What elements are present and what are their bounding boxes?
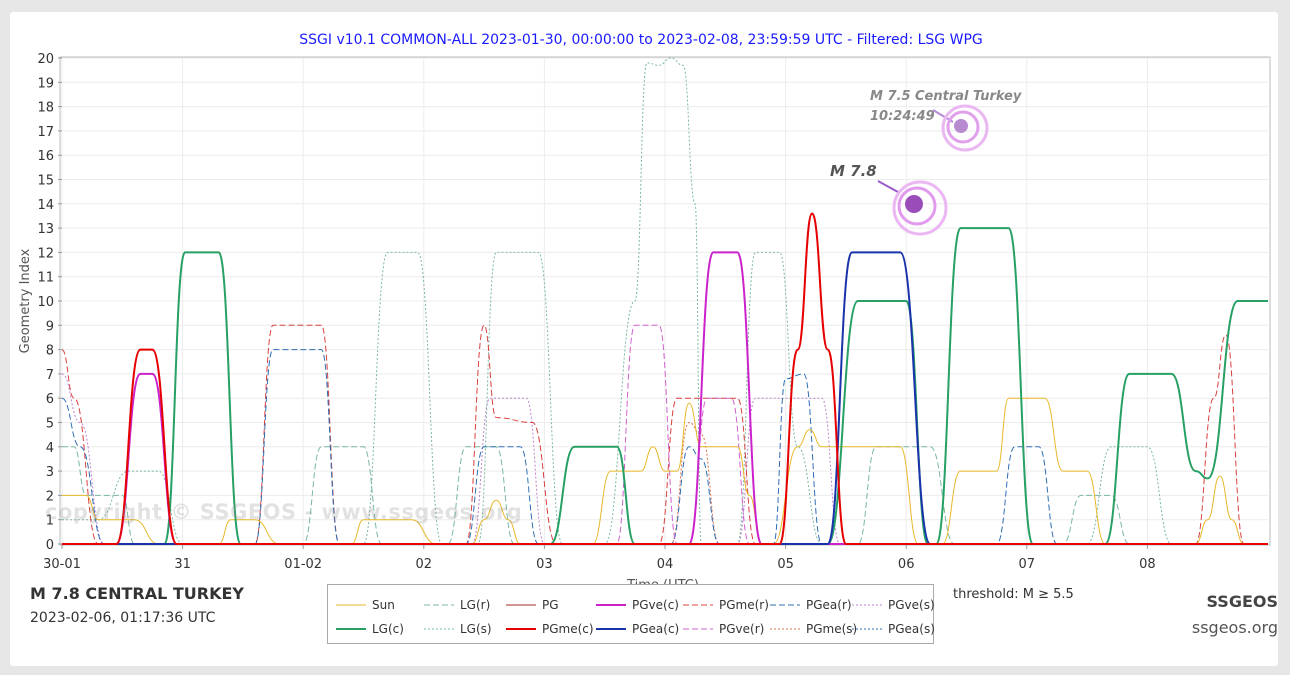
x-tick-label: 01-02 <box>284 557 322 572</box>
y-tick-label: 4 <box>46 441 54 456</box>
chart-title: SSGI v10.1 COMMON-ALL 2023-01-30, 00:00:… <box>299 32 982 48</box>
legend-swatch <box>770 604 800 606</box>
legend-label: PGve(r) <box>719 622 765 636</box>
threshold-text: threshold: M ≥ 5.5 <box>953 587 1074 602</box>
legend-item: PGme(s) <box>770 620 857 638</box>
legend-swatch <box>683 604 713 606</box>
legend-item: PGme(r) <box>683 596 769 614</box>
y-tick-label: 7 <box>46 368 54 383</box>
y-tick-label: 20 <box>37 52 54 67</box>
legend-swatch <box>424 628 454 630</box>
event-time: 2023-02-06, 01:17:36 UTC <box>30 610 216 626</box>
ripple-icon <box>941 104 989 152</box>
y-tick-label: 2 <box>46 489 54 504</box>
legend-item: PGme(c) <box>506 620 594 638</box>
y-tick-label: 17 <box>37 125 54 140</box>
y-tick-label: 16 <box>37 149 54 164</box>
y-axis-label: Geometry Index <box>18 248 33 353</box>
legend-item: LG(c) <box>336 620 404 638</box>
chart-legend: Sun LG(r) PG PGve(c) PGme(r) PGea(r) PGve(s) LG… <box>327 584 935 644</box>
series-lines <box>61 57 1268 546</box>
y-tick-label: 5 <box>46 417 54 432</box>
x-tick-label: 08 <box>1139 557 1156 572</box>
y-tick-label: 15 <box>37 174 54 189</box>
quake-marker-m75: M 7.5 Central Turkey 10:24:49 <box>870 89 1022 152</box>
y-tick-label: 9 <box>46 319 54 334</box>
y-tick-label: 0 <box>46 538 54 553</box>
legend-label: LG(r) <box>460 598 491 612</box>
legend-label: LG(c) <box>372 622 404 636</box>
site-url: ssgeos.org <box>1191 618 1278 637</box>
y-tick-label: 12 <box>37 246 54 261</box>
y-tick-label: 8 <box>46 344 54 359</box>
chart-card <box>10 12 1278 666</box>
legend-swatch <box>336 628 366 630</box>
legend-label: PGea(s) <box>888 622 935 636</box>
series-line-pgea-r- <box>61 349 1268 545</box>
legend-item: LG(s) <box>424 620 492 638</box>
y-tick-label: 19 <box>37 76 54 91</box>
legend-label: PGve(s) <box>888 598 935 612</box>
x-tick-label: 05 <box>777 557 794 572</box>
watermark-text: copyright © SSGEOS - www.ssgeos.org <box>45 500 523 524</box>
legend-label: PGme(r) <box>719 598 769 612</box>
legend-label: LG(s) <box>460 622 492 636</box>
y-tick-label: 6 <box>46 392 54 407</box>
legend-label: PGve(c) <box>632 598 679 612</box>
legend-item: PGea(c) <box>596 620 679 638</box>
legend-swatch <box>424 604 454 606</box>
legend-item: PGve(s) <box>852 596 935 614</box>
legend-swatch <box>506 628 536 630</box>
x-tick-label: 04 <box>657 557 674 572</box>
y-tick-label: 18 <box>37 101 54 116</box>
geometry-index-chart: SSGI v10.1 COMMON-ALL 2023-01-30, 00:00:… <box>18 32 1271 593</box>
legend-item: PGea(r) <box>770 596 852 614</box>
series-line-pgme-c- <box>62 212 1268 546</box>
x-axis-ticks: 30-01 31 01-02 02 03 04 05 06 07 08 <box>43 544 1156 572</box>
legend-item: PGea(s) <box>852 620 935 638</box>
x-tick-label: 31 <box>174 557 191 572</box>
annotation-m78-label: M 7.8 <box>830 162 877 180</box>
x-tick-label: 02 <box>416 557 433 572</box>
annotation-m75-label: M 7.5 Central Turkey <box>870 89 1022 104</box>
y-tick-label: 13 <box>37 222 54 237</box>
series-line-lg-c- <box>62 227 1268 546</box>
quake-marker-m78: M 7.8 <box>830 162 948 236</box>
y-tick-label: 14 <box>37 198 54 213</box>
legend-swatch <box>596 628 626 630</box>
legend-label: PGea(r) <box>806 598 852 612</box>
x-tick-label: 06 <box>898 557 915 572</box>
y-tick-label: 1 <box>46 514 54 529</box>
legend-item: PGve(r) <box>683 620 764 638</box>
x-tick-label: 30-01 <box>43 557 81 572</box>
legend-swatch <box>852 628 882 630</box>
legend-swatch <box>336 604 366 606</box>
legend-item: LG(r) <box>424 596 490 614</box>
x-tick-label: 07 <box>1019 557 1036 572</box>
legend-swatch <box>852 604 882 606</box>
legend-label: PGea(c) <box>632 622 680 636</box>
series-line-lg-s- <box>62 57 1268 545</box>
legend-label: PG <box>542 598 559 612</box>
annotation-m75-time: 10:24:49 <box>870 109 935 124</box>
legend-swatch <box>596 604 626 606</box>
y-tick-label: 3 <box>46 465 54 480</box>
y-tick-label: 11 <box>37 271 54 286</box>
event-name: M 7.8 CENTRAL TURKEY <box>30 584 244 603</box>
legend-label: PGme(c) <box>542 622 594 636</box>
legend-item: PGve(c) <box>596 596 679 614</box>
legend-label: PGme(s) <box>806 622 858 636</box>
legend-item: Sun <box>336 596 395 614</box>
brand-name: SSGEOS <box>1206 592 1278 611</box>
annotation-arrow <box>877 180 899 193</box>
legend-label: Sun <box>372 598 395 612</box>
x-tick-label: 03 <box>536 557 553 572</box>
y-tick-label: 10 <box>37 295 54 310</box>
legend-swatch <box>506 604 536 606</box>
legend-item: PG <box>506 596 559 614</box>
legend-swatch <box>770 628 800 630</box>
legend-swatch <box>683 628 713 630</box>
ripple-icon <box>892 180 948 236</box>
